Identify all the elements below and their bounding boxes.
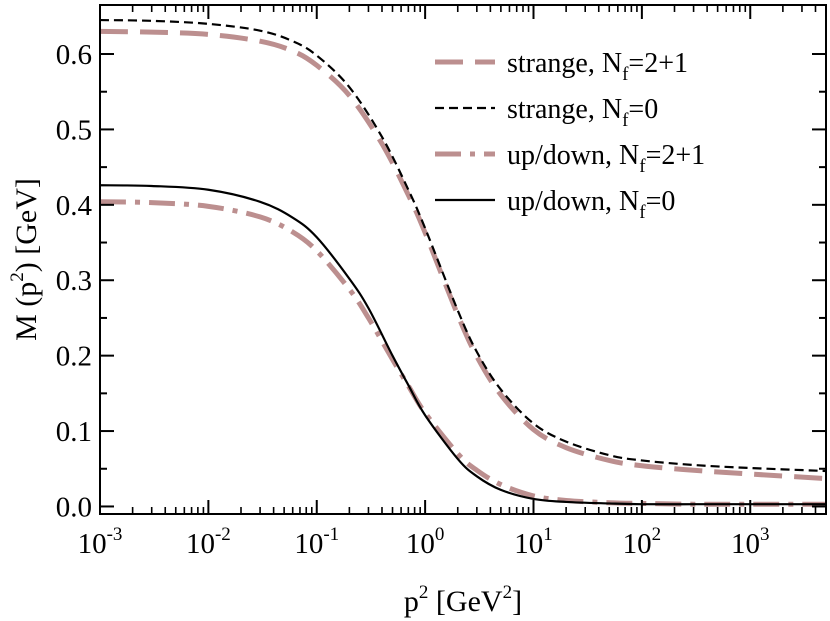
y-tick-label: 0.4 (56, 190, 93, 222)
x-tick-label: 10-1 (294, 524, 339, 560)
y-tick-label: 0.2 (56, 341, 92, 373)
y-tick-label: 0.0 (56, 491, 92, 523)
legend-label-4: up/down, Nf=0 (507, 186, 675, 223)
series-line-1 (100, 28, 826, 482)
series-line-3 (100, 199, 826, 507)
tick-labels: 0.0 0.1 0.2 0.3 0.4 0.5 0.6 10-3 10-2 10-1 100 101 1… (56, 39, 770, 560)
legend-label-1: strange, Nf=2+1 (507, 48, 688, 85)
y-axis-title: M (p2) [GeV] (7, 178, 43, 341)
legend-label-2: strange, Nf=0 (507, 94, 658, 131)
series-layer (100, 18, 826, 507)
x-tick-label: 103 (731, 524, 770, 560)
y-tick-label: 0.1 (56, 416, 92, 448)
series-line-2 (100, 18, 826, 473)
legend: strange, Nf=2+1 strange, Nf=0 up/down, Nf=… (435, 48, 705, 223)
x-tick-label: 10-2 (186, 524, 231, 560)
ticks-layer (99, 5, 827, 514)
series-line-4 (100, 184, 826, 506)
plot-frame (99, 4, 827, 515)
x-tick-label: 10-3 (78, 524, 123, 560)
x-tick-label: 102 (623, 524, 662, 560)
y-tick-label: 0.5 (56, 114, 92, 146)
y-tick-label: 0.3 (56, 265, 92, 297)
x-tick-label: 100 (406, 524, 445, 560)
y-tick-label: 0.6 (56, 39, 92, 71)
x-tick-label: 101 (514, 524, 553, 560)
x-axis-title: p2 [GeV2] (404, 582, 522, 618)
legend-label-3: up/down, Nf=2+1 (507, 140, 705, 177)
